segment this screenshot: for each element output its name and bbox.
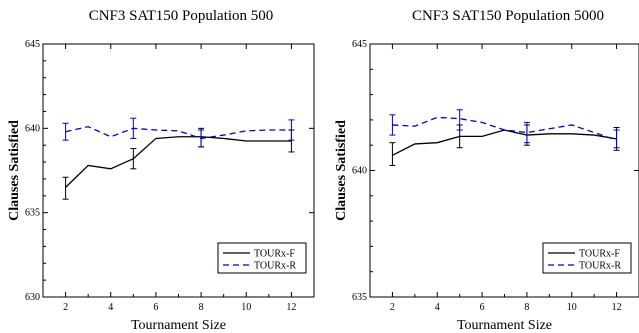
error-bar — [389, 114, 396, 136]
series-tourx-f — [389, 124, 620, 166]
x-tick-label: 12 — [612, 302, 622, 313]
y-tick-label: 635 — [352, 292, 367, 303]
y-axis-label: Clauses Satisfied — [334, 120, 349, 221]
error-bar — [62, 176, 69, 200]
x-tick-label: 8 — [199, 302, 204, 313]
y-tick-label: 645 — [352, 39, 367, 50]
series-line — [65, 136, 292, 188]
chart-panel-2: CNF3 SAT150 Population 5000 2 4 6 8 10 12 635 64… — [334, 8, 639, 333]
error-bar — [389, 142, 396, 166]
x-tick-label: 12 — [286, 302, 296, 313]
chart-title: CNF3 SAT150 Population 5000 — [412, 8, 604, 24]
chart-title: CNF3 SAT150 Population 500 — [89, 8, 274, 24]
error-bar — [288, 119, 295, 141]
x-axis-label: Tournament Size — [131, 318, 226, 333]
y-tick-label: 645 — [25, 39, 40, 50]
series-tourx-r — [62, 117, 295, 148]
error-bar — [198, 129, 205, 148]
series-tourx-r — [389, 109, 620, 149]
x-tick-label: 10 — [241, 302, 251, 313]
legend-label: TOURx-R — [254, 261, 296, 272]
x-tick-label: 4 — [435, 302, 440, 313]
x-tick-label: 6 — [480, 302, 485, 313]
x-axis-label: Tournament Size — [457, 318, 552, 333]
y-tick-label: 640 — [25, 123, 40, 134]
y-tick-label: 635 — [25, 208, 40, 219]
series-tourx-f — [62, 127, 295, 200]
legend-label: TOURx-F — [579, 249, 620, 260]
x-tick-label: 10 — [567, 302, 577, 313]
x-tick-label: 8 — [524, 302, 529, 313]
series-line — [392, 116, 617, 141]
y-axis-label: Clauses Satisfied — [7, 120, 22, 221]
error-bar — [62, 122, 69, 141]
legend-label: TOURx-R — [579, 261, 621, 272]
legend-label: TOURx-F — [254, 249, 295, 260]
x-tick-label: 2 — [390, 302, 395, 313]
error-bar — [613, 129, 620, 149]
y-tick-label: 640 — [352, 166, 367, 177]
error-bar — [130, 148, 137, 170]
chart-panel-1: CNF3 SAT150 Population 500 2 4 6 8 10 12 630 635… — [7, 8, 315, 333]
error-bar — [456, 109, 463, 131]
error-bar — [130, 117, 137, 139]
legend-box — [542, 242, 632, 274]
x-tick-label: 4 — [108, 302, 113, 313]
error-bar — [523, 121, 530, 144]
x-tick-label: 2 — [63, 302, 68, 313]
series-line — [65, 125, 292, 140]
y-tick-label: 630 — [25, 292, 40, 303]
legend-box — [217, 242, 307, 274]
series-line — [392, 129, 617, 156]
x-tick-label: 6 — [153, 302, 158, 313]
